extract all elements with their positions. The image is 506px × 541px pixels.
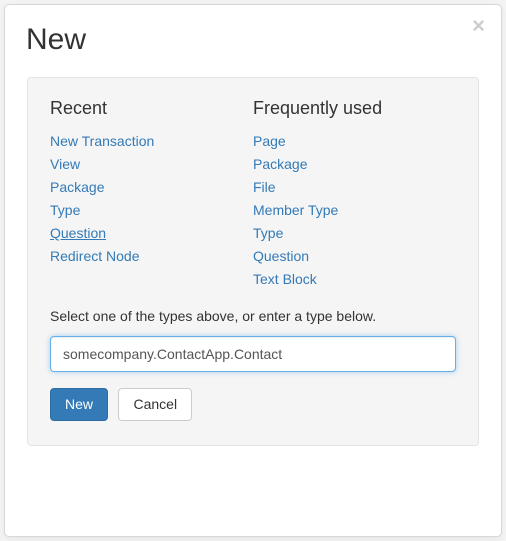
frequent-list: Page Package File Member Type Type Question Te…: [253, 131, 456, 290]
recent-list: New Transaction View Package Type Question Re…: [50, 131, 253, 267]
frequent-column: Frequently used Page Package File Member Ty…: [253, 98, 456, 292]
list-item: Text Block: [253, 269, 456, 290]
list-item: Member Type: [253, 200, 456, 221]
cancel-button[interactable]: Cancel: [118, 388, 192, 421]
recent-link[interactable]: Package: [50, 179, 104, 195]
dialog-actions: New Cancel: [50, 388, 456, 421]
frequent-link[interactable]: Text Block: [253, 271, 317, 287]
frequent-link[interactable]: Page: [253, 133, 286, 149]
dialog-title: New: [26, 23, 501, 57]
list-item: Question: [50, 223, 253, 244]
recent-link[interactable]: View: [50, 156, 80, 172]
help-text: Select one of the types above, or enter …: [50, 308, 456, 324]
recent-link[interactable]: Type: [50, 202, 80, 218]
list-item: View: [50, 154, 253, 175]
close-icon[interactable]: ×: [472, 15, 485, 37]
frequent-link[interactable]: Question: [253, 248, 309, 264]
recent-heading: Recent: [50, 98, 253, 119]
new-button[interactable]: New: [50, 388, 108, 421]
list-item: Package: [253, 154, 456, 175]
frequent-link[interactable]: Type: [253, 225, 283, 241]
recent-link[interactable]: Question: [50, 225, 106, 241]
recent-link[interactable]: New Transaction: [50, 133, 154, 149]
type-input[interactable]: [50, 336, 456, 372]
frequent-heading: Frequently used: [253, 98, 456, 119]
new-dialog: × New Recent New Transaction View Package T…: [4, 4, 502, 537]
list-item: Page: [253, 131, 456, 152]
list-item: New Transaction: [50, 131, 253, 152]
list-item: Type: [50, 200, 253, 221]
list-item: Question: [253, 246, 456, 267]
frequent-link[interactable]: File: [253, 179, 276, 195]
frequent-link[interactable]: Member Type: [253, 202, 338, 218]
list-item: Package: [50, 177, 253, 198]
list-item: Redirect Node: [50, 246, 253, 267]
recent-column: Recent New Transaction View Package Type Que…: [50, 98, 253, 292]
dialog-body: Recent New Transaction View Package Type Que…: [27, 77, 479, 446]
list-item: File: [253, 177, 456, 198]
list-item: Type: [253, 223, 456, 244]
recent-link[interactable]: Redirect Node: [50, 248, 140, 264]
frequent-link[interactable]: Package: [253, 156, 307, 172]
